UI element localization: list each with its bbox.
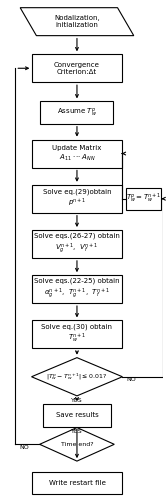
Bar — [126, 188, 161, 210]
Bar — [32, 275, 122, 303]
Text: Write restart file: Write restart file — [48, 480, 105, 486]
Bar — [32, 472, 122, 494]
Bar — [32, 185, 122, 212]
Text: NO: NO — [126, 377, 136, 382]
Text: Solve eq.(29)obtain
$p^{n+1}$: Solve eq.(29)obtain $p^{n+1}$ — [43, 188, 111, 209]
Text: Assume $T_w^p$: Assume $T_w^p$ — [57, 106, 97, 118]
Text: NO: NO — [19, 444, 29, 450]
Text: Convergence
Criterion:Δt: Convergence Criterion:Δt — [54, 62, 100, 75]
Bar — [32, 54, 122, 82]
Bar — [32, 320, 122, 348]
Bar — [43, 404, 111, 426]
Bar — [32, 230, 122, 258]
Text: Solve eqs.(26-27) obtain
$V_g^{n+1}$,  $V_f^{n+1}$: Solve eqs.(26-27) obtain $V_g^{n+1}$, $V… — [34, 232, 120, 256]
Text: YES: YES — [71, 430, 83, 434]
Text: Update Matrix
$A_{11}$ ··· $A_{NN}$: Update Matrix $A_{11}$ ··· $A_{NN}$ — [52, 144, 102, 162]
Text: Time end?: Time end? — [61, 442, 93, 447]
Bar — [32, 140, 122, 168]
Text: $T_w^p = T_w^{n+1}$: $T_w^p = T_w^{n+1}$ — [126, 192, 161, 205]
Text: $|T_w^p - T_w^{n+1}|\leq0.01$?: $|T_w^p - T_w^{n+1}|\leq0.01$? — [46, 372, 108, 382]
Bar — [41, 102, 114, 124]
Text: Nodalization,
initialization: Nodalization, initialization — [54, 15, 100, 28]
Text: Save results: Save results — [56, 412, 98, 418]
Text: Solve eqs.(22-25) obtain
$\alpha_g^{n+1}$,  $T_g^{n+1}$,  $T_f^{n+1}$: Solve eqs.(22-25) obtain $\alpha_g^{n+1}… — [34, 278, 120, 301]
Text: Solve eq.(30) obtain
$T_w^{n+1}$: Solve eq.(30) obtain $T_w^{n+1}$ — [42, 324, 112, 345]
Text: YES: YES — [71, 398, 83, 402]
